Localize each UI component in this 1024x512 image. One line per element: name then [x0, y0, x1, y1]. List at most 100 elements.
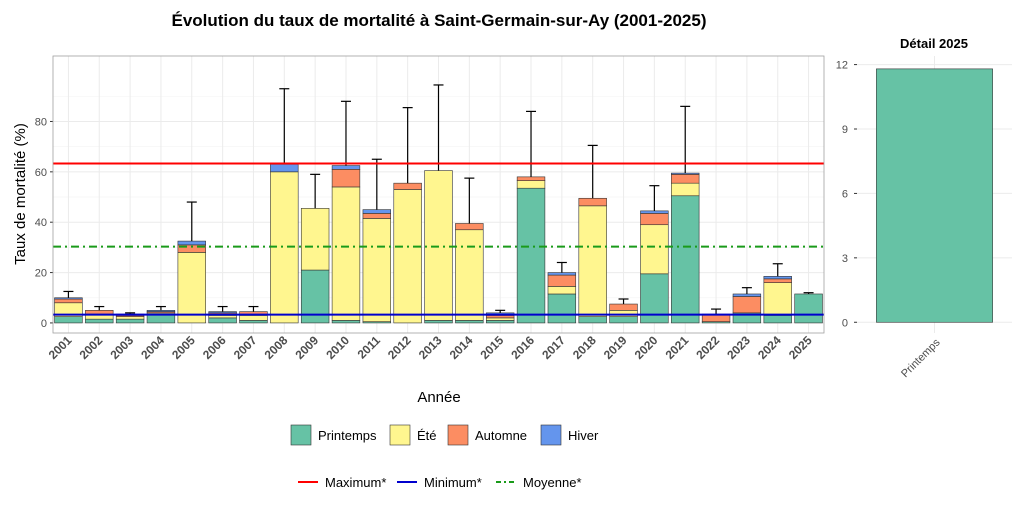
- x-tick-label: 2022: [693, 333, 722, 362]
- bar-2012-automne: [393, 182, 422, 190]
- bar-2017-hiver: [547, 272, 577, 276]
- bar-2011-hiver: [362, 209, 391, 214]
- bar-2003-printemps: [115, 318, 145, 324]
- bar-2023-automne: [732, 296, 762, 314]
- bar-2024-été: [763, 282, 792, 316]
- y-tick-label: 60: [35, 167, 47, 179]
- chart-title: Évolution du taux de mortalité à Saint-G…: [171, 11, 706, 30]
- bar-2016-automne: [516, 176, 546, 181]
- x-tick-label: 2014: [447, 333, 476, 362]
- x-tick-label: 2003: [107, 333, 136, 362]
- bar-2015-printemps: [486, 320, 515, 324]
- y-tick-label: 20: [35, 268, 47, 280]
- bar-2003-été: [115, 316, 145, 320]
- x-tick-label: 2023: [724, 333, 753, 362]
- bar-2016-printemps: [516, 187, 546, 324]
- inset-x-tick-label: Printemps: [899, 336, 943, 380]
- x-tick-label: 2018: [570, 333, 599, 362]
- x-tick-label: 2012: [385, 333, 414, 362]
- bar-2002-automne: [85, 310, 114, 315]
- x-tick-label: 2025: [786, 333, 815, 362]
- bar-2017-automne: [547, 274, 577, 287]
- legend-label-hiver: Hiver: [568, 428, 599, 443]
- y-tick-label: 80: [35, 116, 47, 128]
- bar-2021-hiver: [671, 172, 700, 175]
- bar-2021-automne: [671, 174, 700, 184]
- y-axis-title: Taux de mortalité (%): [12, 123, 29, 265]
- bar-2006-hiver: [208, 311, 237, 314]
- x-tick-label: 2001: [46, 333, 75, 362]
- legend-key-printemps: [290, 424, 312, 446]
- bar-2020-été: [640, 224, 669, 275]
- inset-title: Détail 2025: [900, 36, 968, 51]
- x-tick-label: 2004: [138, 333, 167, 362]
- x-tick-label: 2009: [292, 333, 321, 362]
- legend-label-printemps: Printemps: [318, 428, 377, 443]
- bar-2024-hiver: [763, 276, 792, 280]
- bar-2018-été: [578, 205, 607, 317]
- bar-2021-été: [671, 182, 700, 197]
- inset-plot-area: 0 3 6 9 12 Printemps: [836, 56, 1012, 380]
- bar-2013-été: [424, 170, 453, 321]
- x-tick-label: 2002: [77, 333, 106, 362]
- bar-2018-printemps: [578, 316, 607, 324]
- inset-y-tick-label: 3: [842, 253, 848, 265]
- bar-2020-automne: [640, 213, 669, 226]
- x-tick-label: 2024: [755, 333, 784, 362]
- bar-2001-hiver: [54, 297, 83, 300]
- bar-2009-été: [300, 208, 330, 271]
- main-panel-border: [52, 55, 825, 334]
- inset-y-tick-label: 0: [842, 317, 848, 329]
- bar-2015-automne: [486, 315, 515, 319]
- y-tick-label: 40: [35, 217, 47, 229]
- legend-label-automne: Automne: [475, 428, 527, 443]
- bar-2019-été: [609, 310, 638, 317]
- bar-2024-printemps: [763, 315, 792, 324]
- bar-2019-printemps: [609, 316, 638, 324]
- bar-2018-automne: [578, 197, 607, 207]
- bar-2014-été: [455, 229, 484, 321]
- bar-2023-hiver: [732, 293, 762, 297]
- x-tick-label: 2010: [323, 333, 352, 362]
- legend-label-minimum: Minimum*: [424, 475, 482, 490]
- bar-2005-hiver: [177, 240, 206, 246]
- x-tick-label: 2015: [478, 333, 507, 362]
- x-tick-label: 2008: [262, 333, 291, 362]
- bar-2010-automne: [331, 169, 361, 188]
- legend-label-maximum: Maximum*: [325, 475, 386, 490]
- x-axis-title: Année: [417, 389, 460, 406]
- bar-2017-été: [547, 286, 577, 295]
- bar-2021-printemps: [671, 195, 700, 324]
- bar-2005-été: [177, 252, 206, 324]
- inset-bar-printemps: [876, 68, 993, 323]
- bar-2007-été: [239, 315, 268, 321]
- legend-key-été: [389, 424, 411, 446]
- x-tick-label: 2006: [200, 333, 229, 362]
- x-tick-label: 2011: [355, 333, 384, 362]
- bar-2002-printemps: [85, 318, 114, 324]
- bar-2014-automne: [455, 223, 484, 231]
- legend-label-moyenne: Moyenne*: [523, 475, 582, 490]
- inset-y-tick-label: 9: [842, 124, 848, 136]
- bar-2024-automne: [763, 278, 792, 283]
- bar-2011-automne: [362, 213, 391, 219]
- x-tick-label: 2007: [231, 333, 260, 362]
- bar-2007-printemps: [239, 320, 268, 324]
- bar-2010-été: [331, 186, 361, 321]
- inset-y-tick-label: 6: [842, 188, 848, 200]
- bar-2014-printemps: [455, 320, 484, 324]
- x-tick-label: 2019: [601, 333, 630, 362]
- x-tick-label: 2016: [508, 333, 537, 362]
- x-tick-label: 2017: [539, 333, 568, 362]
- bar-2020-hiver: [640, 210, 669, 214]
- legend-key-automne: [447, 424, 469, 446]
- bar-2006-été: [208, 315, 237, 319]
- legend: Printemps Été Automne Hiver Maximum* Minimum*…: [290, 424, 599, 490]
- legend-key-hiver: [540, 424, 562, 446]
- bar-2010-hiver: [331, 165, 361, 170]
- inset-y-tick-label: 12: [836, 60, 848, 72]
- x-tick-label: 2021: [663, 333, 692, 362]
- x-tick-label: 2005: [169, 333, 198, 362]
